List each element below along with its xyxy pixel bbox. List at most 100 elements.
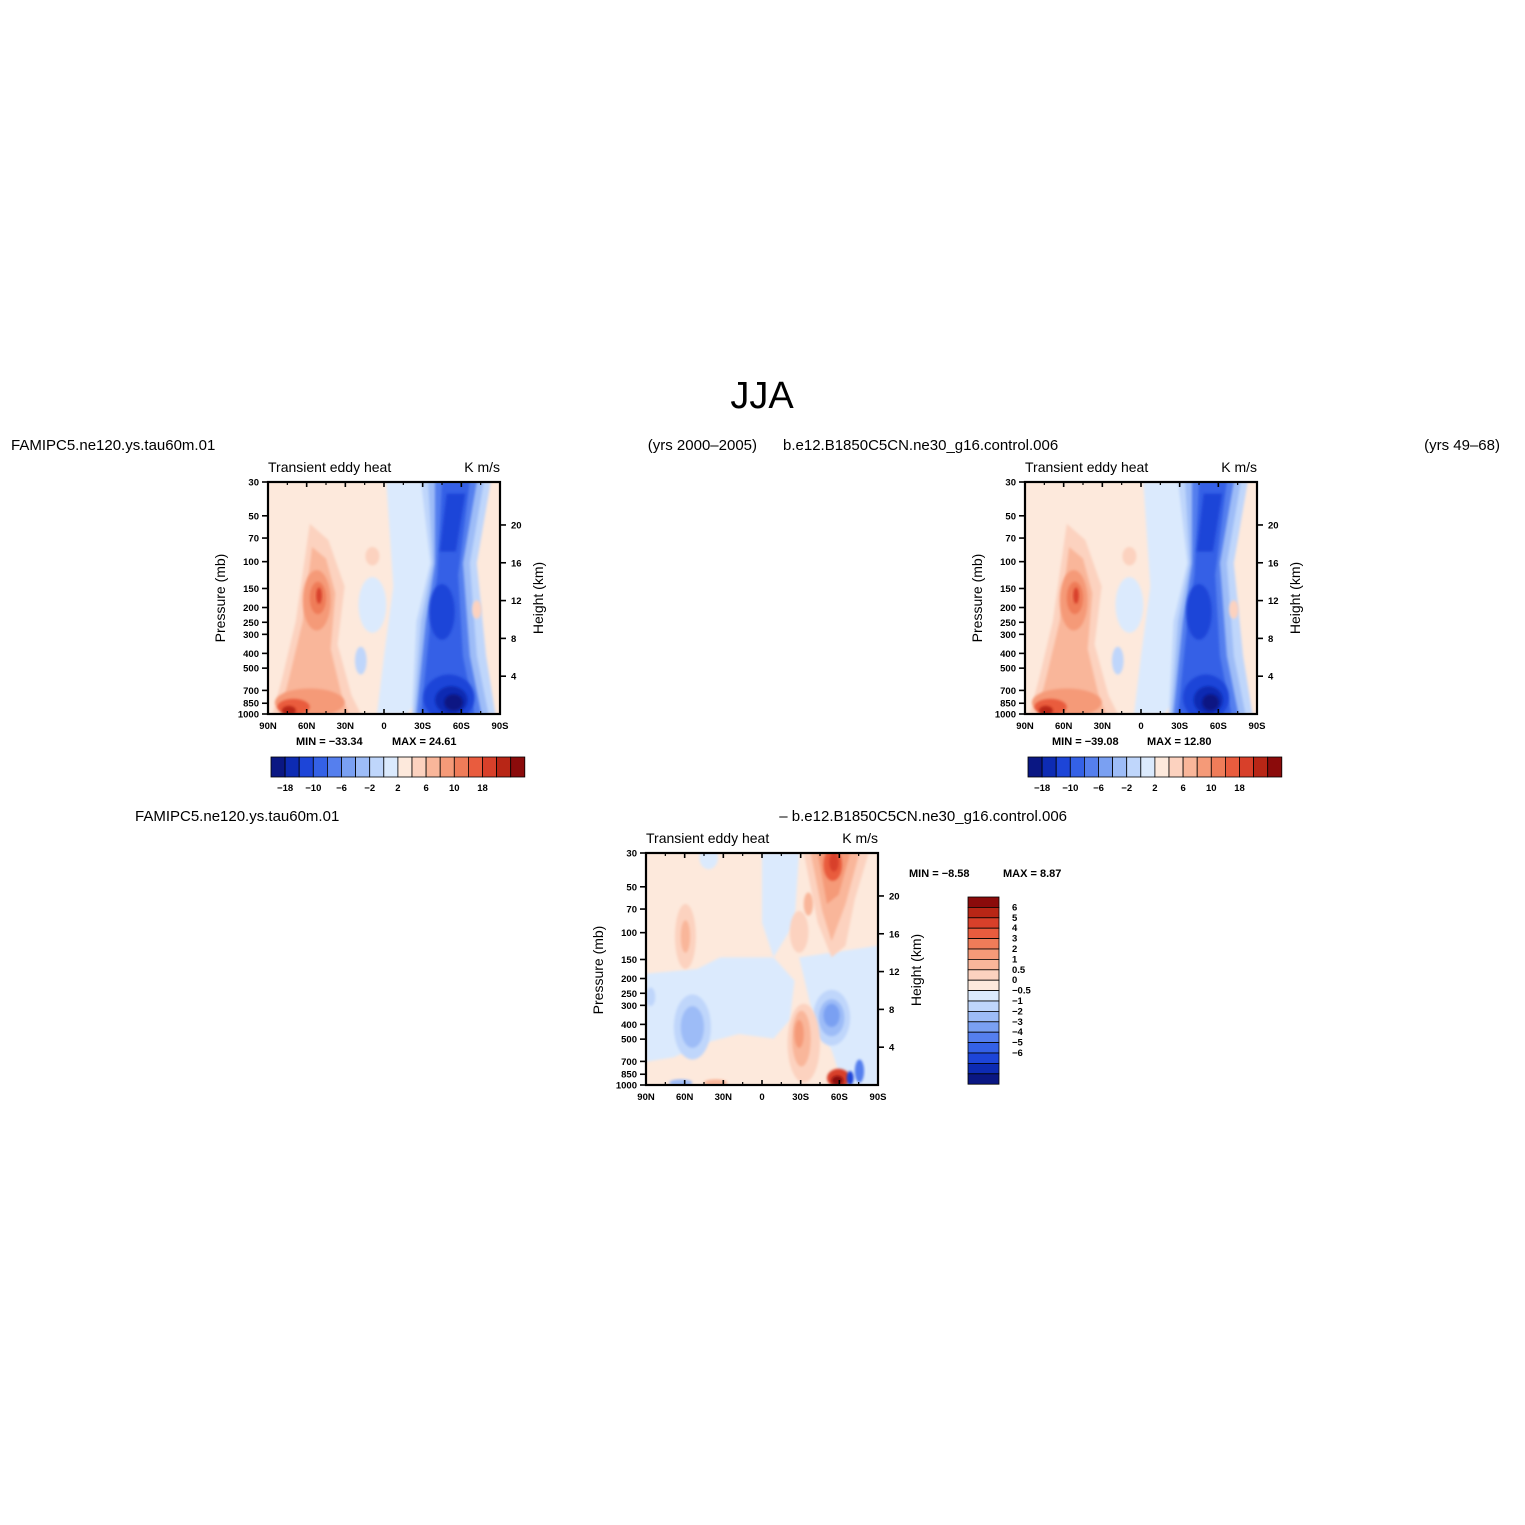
y-tick-label: 700 [243,686,259,697]
negative-core [444,694,463,711]
positive-core [1073,587,1079,604]
colorbar-swatch [967,1042,1000,1054]
y-tick-label: 400 [621,1020,637,1031]
y-tick-label: 100 [243,557,259,568]
positive-region [803,892,814,916]
colorbar-swatch [1267,756,1283,778]
y-tick-label: 700 [1000,686,1016,697]
panel2-plot: Transient eddy heat K m/s Pressure (mb) … [969,459,1303,794]
y-tick-label: 1000 [238,710,259,721]
y-right-tick-label: 4 [889,1043,895,1054]
colorbar-swatch [967,990,1000,1002]
panel3-y-axis-label: Pressure (mb) [590,926,606,1015]
x-tick-label: 60N [1055,721,1073,732]
colorbar-swatch [298,756,314,778]
panel3-left-string: Transient eddy heat [646,830,769,846]
positive-region [1036,547,1107,714]
colorbar-label: −2 [1121,783,1132,794]
colorbar-swatch [467,756,483,778]
colorbar-swatch [1126,756,1142,778]
colorbar-swatch [1168,756,1184,778]
colorbar-swatch [312,756,328,778]
colorbar-swatch [1225,756,1240,778]
colorbar-swatch [967,1052,1000,1064]
negative-region [669,1079,693,1085]
colorbar-swatch [383,756,399,778]
colorbar-label: −10 [305,783,321,794]
panel1-max-label: MAX = 24.61 [392,736,457,748]
y-tick-label: 200 [243,603,259,614]
colorbar-label: 18 [1234,783,1245,794]
y-right-tick-label: 4 [511,672,517,683]
panel2-axes: 90N 60N 30N 0 30S 60S 90S 30 50 70 100 150 200 250300… [995,478,1279,733]
y-tick-label: 150 [1000,584,1016,595]
y-tick-label: 250 [243,618,259,629]
x-tick-label: 90N [1016,721,1034,732]
y-tick-label: 500 [621,1035,637,1046]
x-tick-label: 90S [1249,721,1266,732]
y-right-tick-label: 16 [889,929,900,940]
colorbar-swatch [270,756,286,778]
y-tick-label: 200 [621,974,637,985]
colorbar-label: −10 [1062,783,1078,794]
x-tick-label: 30S [1171,721,1188,732]
negative-region [646,987,656,1007]
y-right-tick-label: 8 [511,634,516,645]
panel3-plot: Transient eddy heat K m/s Pressure (mb) … [590,830,1061,1103]
y-right-tick-label: 12 [1268,596,1279,607]
positive-region [789,911,809,953]
colorbar-swatch [1084,756,1099,778]
positive-region [1122,546,1137,566]
y-tick-label: 850 [1000,699,1016,710]
panel2-y-axis-label: Pressure (mb) [969,554,985,643]
colorbar-swatch [1154,756,1170,778]
y-tick-label: 700 [621,1057,637,1068]
x-tick-label: 0 [759,1092,764,1103]
panel1-plot: Transient eddy heat K m/s Pressure (mb) … [212,459,546,794]
negative-core [429,584,455,640]
y-tick-label: 50 [626,882,637,893]
x-tick-label: 90S [492,721,509,732]
negative-region [439,493,466,552]
negative-region [762,853,800,958]
panel2-max-label: MAX = 12.80 [1147,736,1212,748]
panel1-case-label: FAMIPC5.ne120.ys.tau60m.01 [11,437,215,454]
colorbar-swatch [967,1000,1000,1012]
colorbar-swatch [341,756,357,778]
colorbar-label: 6 [1180,783,1185,794]
positive-core [316,587,322,604]
y-tick-label: 50 [1005,511,1016,522]
colorbar-label: 6 [1012,902,1017,913]
negative-region [1196,493,1223,552]
colorbar-swatch [967,907,1000,919]
positive-region [1229,600,1239,619]
colorbar-swatch [453,756,469,778]
y-right-tick-label: 4 [1268,672,1274,683]
y-tick-label: 500 [243,664,259,675]
x-tick-label: 30N [715,1092,733,1103]
weak-negative-region [355,646,367,675]
colorbar-label: −18 [1034,783,1050,794]
y-tick-label: 300 [1000,630,1016,641]
colorbar-label: 2 [395,783,400,794]
colorbar-swatch [284,756,300,778]
colorbar-label: 1 [1012,954,1018,965]
x-tick-label: 30S [792,1092,809,1103]
x-tick-label: 0 [1138,721,1143,732]
colorbar-label: 10 [1206,783,1217,794]
negative-region [699,853,718,870]
colorbar-swatch [510,756,526,778]
colorbar-swatch [1098,756,1114,778]
y-tick-label: 50 [248,511,259,522]
colorbar-swatch [967,896,1000,908]
negative-region [823,1003,840,1027]
positive-region [365,546,380,566]
colorbar-label: −6 [336,783,347,794]
panel1-years-label: (yrs 2000–2005) [648,437,757,454]
y-tick-label: 70 [248,534,259,545]
colorbar-swatch [1253,756,1269,778]
panel3-contour-field [646,853,878,1085]
panel3-right-string: K m/s [842,830,878,846]
positive-region [472,600,482,619]
colorbar-swatch [425,756,441,778]
